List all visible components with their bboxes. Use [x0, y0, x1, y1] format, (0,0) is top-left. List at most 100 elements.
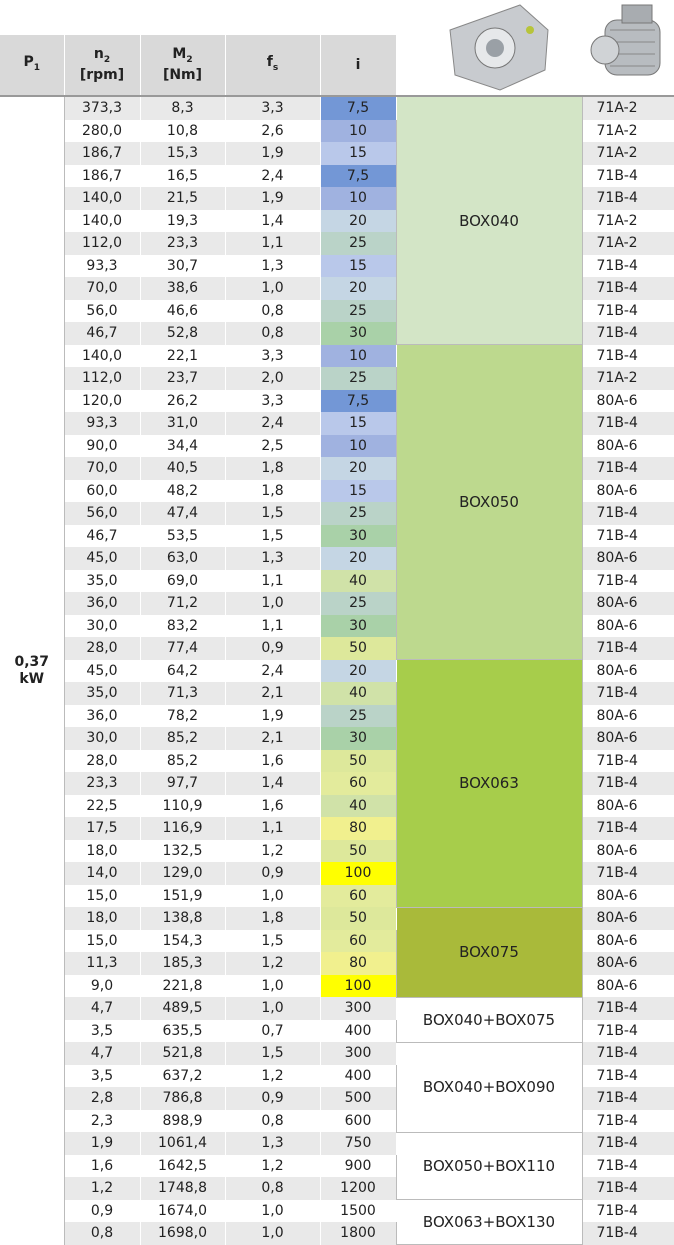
m2-cell: 48,2	[140, 479, 226, 502]
m2-cell: 1674,0	[140, 1199, 226, 1222]
ratio-cell: 15	[320, 142, 397, 165]
n2-cell: 140,0	[64, 187, 141, 210]
ratio-cell: 100	[320, 974, 397, 997]
table-body: 0,37 kW 373,3 8,3 3,3 7,5 BOX040 71A-2 280,0 10,8…	[0, 95, 674, 1245]
data-row: 46,7 53,5 1,5 30 71B-4	[0, 524, 674, 547]
n2-cell: 112,0	[64, 367, 141, 390]
n2-cell: 112,0	[64, 232, 141, 255]
ratio-cell: 750	[320, 1132, 397, 1155]
gearbox-cell: BOX050+BOX110	[395, 1131, 583, 1200]
power-unit: kW	[19, 670, 45, 687]
n2-cell: 36,0	[64, 704, 141, 727]
ratio-cell: 20	[320, 277, 397, 300]
motor-cell: 71B-4	[582, 1064, 674, 1087]
motor-cell: 71B-4	[582, 322, 674, 345]
gearbox-cell: BOX063+BOX130	[395, 1199, 583, 1245]
n2-cell: 90,0	[64, 434, 141, 457]
ratio-cell: 25	[320, 502, 397, 525]
fs-cell: 1,0	[225, 277, 321, 300]
fs-cell: 1,3	[225, 1132, 321, 1155]
fs-cell: 1,6	[225, 749, 321, 772]
motor-cell: 71A-2	[582, 232, 674, 255]
motor-cell: 71B-4	[582, 1087, 674, 1110]
data-row: 45,0 63,0 1,3 20 80A-6	[0, 547, 674, 570]
ratio-cell: 40	[320, 794, 397, 817]
fs-cell: 1,0	[225, 884, 321, 907]
motor-cell: 71B-4	[582, 187, 674, 210]
ratio-cell: 300	[320, 997, 397, 1020]
fs-cell: 0,9	[225, 637, 321, 660]
m2-cell: 898,9	[140, 1109, 226, 1132]
m2-cell: 21,5	[140, 187, 226, 210]
n2-cell: 2,3	[64, 1109, 141, 1132]
motor-cell: 71B-4	[582, 164, 674, 187]
motor-header	[582, 35, 674, 97]
ratio-cell: 900	[320, 1154, 397, 1177]
motor-cell: 71B-4	[582, 1132, 674, 1155]
ratio-cell: 500	[320, 1087, 397, 1110]
motor-cell: 71B-4	[582, 1177, 674, 1200]
n2-cell: 60,0	[64, 479, 141, 502]
motor-cell: 71A-2	[582, 142, 674, 165]
data-row: 140,0 19,3 1,4 20 71A-2	[0, 209, 674, 232]
ratio-cell: 25	[320, 367, 397, 390]
fs-cell: 1,8	[225, 457, 321, 480]
data-row: 22,5 110,9 1,6 40 80A-6	[0, 794, 674, 817]
m2-cell: 71,2	[140, 592, 226, 615]
m2-cell: 53,5	[140, 524, 226, 547]
fs-cell: 1,1	[225, 569, 321, 592]
fs-cell: 1,2	[225, 1154, 321, 1177]
motor-cell: 71B-4	[582, 1042, 674, 1065]
m2-cell: 8,3	[140, 96, 226, 120]
fs-cell: 3,3	[225, 344, 321, 367]
motor-cell: 80A-6	[582, 434, 674, 457]
fs-cell: 1,0	[225, 1199, 321, 1222]
motor-cell: 71B-4	[582, 344, 674, 367]
ratio-cell: 7,5	[320, 96, 397, 120]
motor-cell: 71B-4	[582, 457, 674, 480]
selection-table: P1 n2 [rpm] M2 [Nm] fs i 0,37 kW 373,3 8,3 3,3…	[0, 35, 674, 1245]
n2-cell: 46,7	[64, 322, 141, 345]
data-row: 18,0 132,5 1,2 50 80A-6	[0, 839, 674, 862]
fs-cell: 1,6	[225, 794, 321, 817]
n2-cell: 3,5	[64, 1064, 141, 1087]
fs-cell: 1,8	[225, 907, 321, 930]
data-row: 9,0 221,8 1,0 100 80A-6	[0, 974, 674, 997]
fs-cell: 2,6	[225, 119, 321, 142]
gearbox-cell: BOX063	[395, 659, 583, 908]
motor-cell: 80A-6	[582, 389, 674, 412]
n2-cell: 45,0	[64, 547, 141, 570]
fs-cell: 1,9	[225, 142, 321, 165]
fs-header: fs	[225, 35, 321, 97]
m2-cell: 110,9	[140, 794, 226, 817]
p1-header: P1	[0, 35, 65, 97]
ratio-cell: 25	[320, 232, 397, 255]
ratio-cell: 20	[320, 547, 397, 570]
n2-cell: 45,0	[64, 659, 141, 682]
n2-cell: 93,3	[64, 254, 141, 277]
m2-cell: 46,6	[140, 299, 226, 322]
ratio-cell: 7,5	[320, 164, 397, 187]
motor-cell: 71B-4	[582, 682, 674, 705]
fs-cell: 0,8	[225, 1177, 321, 1200]
motor-cell: 80A-6	[582, 929, 674, 952]
n2-cell: 18,0	[64, 839, 141, 862]
fs-cell: 1,4	[225, 209, 321, 232]
m2-cell: 1061,4	[140, 1132, 226, 1155]
data-row: 2,8 786,8 0,9 500 71B-4	[0, 1087, 674, 1110]
m2-cell: 63,0	[140, 547, 226, 570]
fs-cell: 0,8	[225, 299, 321, 322]
fs-cell: 1,4	[225, 772, 321, 795]
m2-cell: 52,8	[140, 322, 226, 345]
m2-cell: 1748,8	[140, 1177, 226, 1200]
motor-cell: 71A-2	[582, 367, 674, 390]
n2-cell: 1,6	[64, 1154, 141, 1177]
m2-cell: 85,2	[140, 727, 226, 750]
fs-cell: 2,4	[225, 164, 321, 187]
ratio-cell: 25	[320, 592, 397, 615]
n2-cell: 93,3	[64, 412, 141, 435]
n2-cell: 18,0	[64, 907, 141, 930]
ratio-cell: 600	[320, 1109, 397, 1132]
motor-cell: 80A-6	[582, 704, 674, 727]
data-row: 45,0 64,2 2,4 20 BOX063 80A-6	[0, 659, 674, 908]
